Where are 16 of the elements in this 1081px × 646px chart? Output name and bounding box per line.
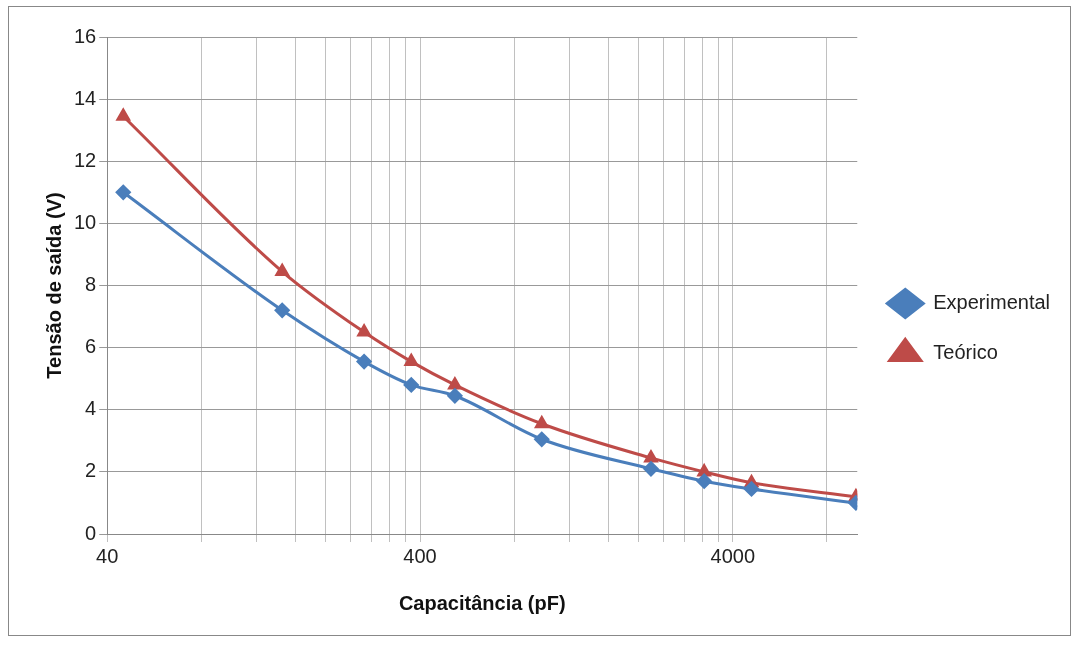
y-tick-label: 2: [85, 459, 97, 482]
y-tick-label: 0: [85, 521, 97, 544]
y-tick-label: 6: [85, 335, 97, 358]
y-tick-label: 8: [85, 273, 97, 296]
y-axis-title: Tensão de saída (V): [42, 192, 65, 379]
y-tick-label: 12: [74, 148, 97, 171]
y-tick-label: 10: [74, 210, 97, 233]
y-tick-label: 4: [85, 397, 97, 420]
x-tick-label: 400: [403, 544, 437, 567]
x-tick-label: 4000: [710, 544, 756, 567]
x-tick-label: 40: [96, 544, 119, 567]
y-tick-label: 14: [74, 86, 97, 109]
x-axis-title: Capacitância (pF): [398, 591, 566, 614]
legend-label: Experimental: [933, 291, 1050, 314]
y-tick-label: 16: [74, 24, 97, 47]
legend-label: Teórico: [933, 341, 998, 364]
